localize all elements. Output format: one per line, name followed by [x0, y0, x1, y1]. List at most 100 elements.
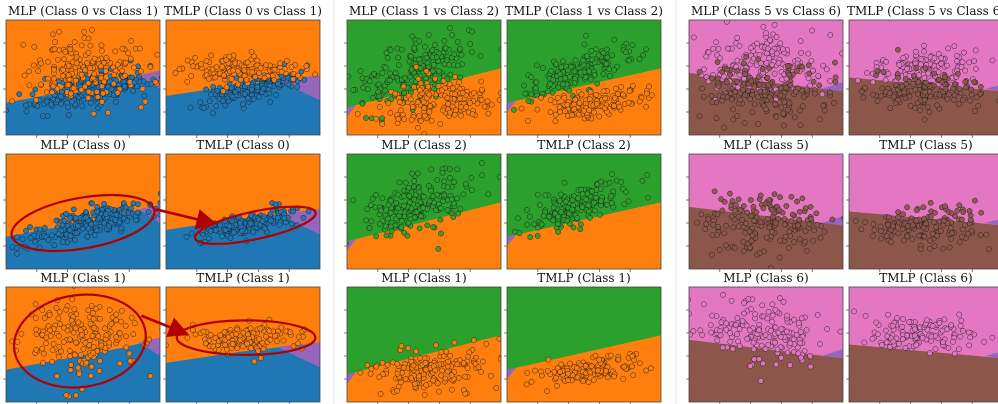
point [717, 332, 724, 339]
point [405, 185, 412, 191]
point [774, 346, 781, 353]
point [444, 184, 451, 191]
point [882, 77, 889, 84]
point [459, 90, 466, 96]
point [64, 327, 71, 334]
point [689, 310, 692, 317]
point [36, 226, 43, 233]
point [702, 226, 708, 232]
point [65, 112, 72, 118]
point [762, 346, 769, 352]
point [694, 219, 701, 226]
point [468, 187, 475, 194]
point [719, 97, 726, 104]
point [985, 246, 992, 252]
point [112, 217, 119, 223]
point [354, 111, 361, 117]
point [922, 89, 928, 96]
point [535, 224, 541, 231]
point [924, 104, 931, 110]
point [581, 107, 587, 114]
point [750, 203, 757, 210]
point [392, 90, 399, 97]
point [763, 234, 770, 241]
point [618, 83, 624, 90]
panel-frame [506, 286, 662, 403]
point [616, 103, 623, 110]
point [219, 98, 226, 105]
point [902, 76, 909, 82]
point [56, 47, 63, 54]
point [385, 202, 392, 208]
points-class-2 [512, 171, 651, 240]
point [760, 205, 767, 212]
point [940, 245, 947, 252]
point [347, 240, 349, 247]
point [769, 312, 776, 319]
point [412, 381, 418, 387]
panel-frame [506, 19, 662, 136]
point [578, 91, 585, 98]
point [49, 31, 56, 38]
point [205, 75, 212, 82]
point [748, 44, 754, 51]
point [858, 88, 865, 95]
point [772, 324, 779, 331]
point [591, 207, 598, 214]
point [469, 28, 475, 35]
point [934, 102, 940, 109]
point [552, 374, 559, 381]
point [366, 225, 373, 231]
point [701, 66, 707, 73]
point [340, 368, 345, 373]
panel-left-4: MLP (Class 1) [3, 271, 161, 404]
point [464, 365, 471, 371]
point [94, 208, 101, 215]
point [373, 363, 380, 370]
point [764, 215, 771, 222]
point [117, 330, 123, 337]
point [764, 315, 771, 322]
point [777, 92, 784, 99]
point [721, 230, 728, 237]
point [796, 107, 803, 114]
point [769, 228, 775, 235]
point [562, 198, 569, 205]
point [629, 363, 635, 370]
point [454, 39, 461, 45]
point [254, 84, 261, 90]
point [552, 118, 559, 124]
point [106, 223, 112, 230]
point [601, 105, 608, 112]
point [724, 79, 730, 86]
point [791, 316, 797, 323]
point [764, 74, 771, 81]
point [451, 179, 457, 186]
point [421, 391, 428, 398]
point [786, 100, 793, 106]
point [950, 338, 956, 345]
point [696, 113, 703, 120]
point [252, 74, 259, 80]
point [528, 91, 535, 98]
point [571, 68, 578, 75]
point [75, 319, 82, 326]
point [805, 50, 812, 57]
point [618, 178, 625, 185]
point [564, 101, 571, 108]
point [937, 228, 944, 234]
point [37, 81, 44, 88]
point [929, 323, 936, 329]
point [946, 244, 953, 251]
point [426, 182, 432, 189]
point [816, 82, 823, 89]
point [256, 93, 262, 100]
panel-title: MLP (Class 0 vs Class 1) [8, 4, 158, 18]
point [913, 48, 919, 55]
point [989, 57, 996, 64]
point [449, 103, 456, 110]
point [561, 179, 568, 186]
point [630, 372, 637, 379]
point [879, 342, 885, 348]
point [56, 344, 63, 350]
